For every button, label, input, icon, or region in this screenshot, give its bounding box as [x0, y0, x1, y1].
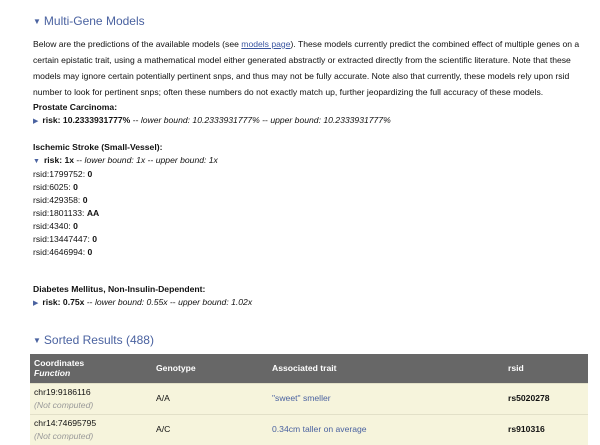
rsid-cell: rs910316: [504, 413, 588, 445]
model-name: Ischemic Stroke (Small-Vessel):: [33, 142, 163, 152]
table-row[interactable]: chr14:74695795 (Not computed) A/C 0.34cm ta…: [30, 413, 588, 445]
genotype-cell: A/C: [152, 413, 268, 445]
snp-row: rsid:429358: 0: [33, 195, 88, 205]
col-trait[interactable]: Associated trait: [268, 354, 504, 383]
col-coordinates[interactable]: Coordinates Function: [30, 354, 152, 383]
col-rsid[interactable]: rsid: [504, 354, 588, 383]
risk-toggle[interactable]: ▼ risk: 1x -- lower bound: 1x -- upper bo…: [33, 155, 218, 165]
model-prostate: Prostate Carcinoma: ▶ risk: 10.2333931777…: [33, 101, 391, 128]
risk-toggle[interactable]: ▶ risk: 0.75x -- lower bound: 0.55x -- up…: [33, 297, 253, 307]
risk-toggle[interactable]: ▶ risk: 10.2333931777% -- lower bound: 10…: [33, 115, 391, 125]
results-table: Coordinates Function Genotype Associated …: [30, 354, 588, 445]
snp-row: rsid:13447447: 0: [33, 234, 98, 244]
model-diabetes: Diabetes Mellitus, Non-Insulin-Dependent…: [33, 283, 252, 310]
model-ischemic-stroke: Ischemic Stroke (Small-Vessel): ▼ risk: 1…: [33, 141, 218, 259]
col-genotype[interactable]: Genotype: [152, 354, 268, 383]
trait-link[interactable]: "sweet" smeller: [268, 382, 504, 414]
triangle-down-icon: ▼: [33, 336, 41, 345]
model-name: Diabetes Mellitus, Non-Insulin-Dependent…: [33, 284, 206, 294]
rsid-cell: rs5020278: [504, 382, 588, 414]
multi-gene-models-heading[interactable]: ▼ Multi-Gene Models: [33, 14, 145, 28]
intro-paragraph: Below are the predictions of the availab…: [33, 39, 580, 97]
sorted-results-heading[interactable]: ▼ Sorted Results (488): [33, 333, 154, 347]
triangle-right-icon: ▶: [33, 300, 39, 307]
trait-link[interactable]: 0.34cm taller on average: [268, 413, 504, 445]
genotype-cell: A/A: [152, 382, 268, 414]
triangle-down-icon: ▼: [33, 158, 40, 165]
snp-row: rsid:6025: 0: [33, 182, 78, 192]
snp-row: rsid:1799752: 0: [33, 169, 93, 179]
models-page-link[interactable]: models page: [241, 39, 291, 49]
triangle-right-icon: ▶: [33, 118, 39, 125]
snp-row: rsid:1801133: AA: [33, 208, 100, 218]
model-name: Prostate Carcinoma:: [33, 102, 118, 112]
coordinates-cell: chr19:9186116 (Not computed): [30, 382, 152, 414]
snp-row: rsid:4340: 0: [33, 221, 78, 231]
triangle-down-icon: ▼: [33, 17, 41, 26]
table-row[interactable]: chr19:9186116 (Not computed) A/A "sweet" sm…: [30, 382, 588, 414]
snp-row: rsid:4646994: 0: [33, 247, 93, 257]
coordinates-cell: chr14:74695795 (Not computed): [30, 413, 152, 445]
